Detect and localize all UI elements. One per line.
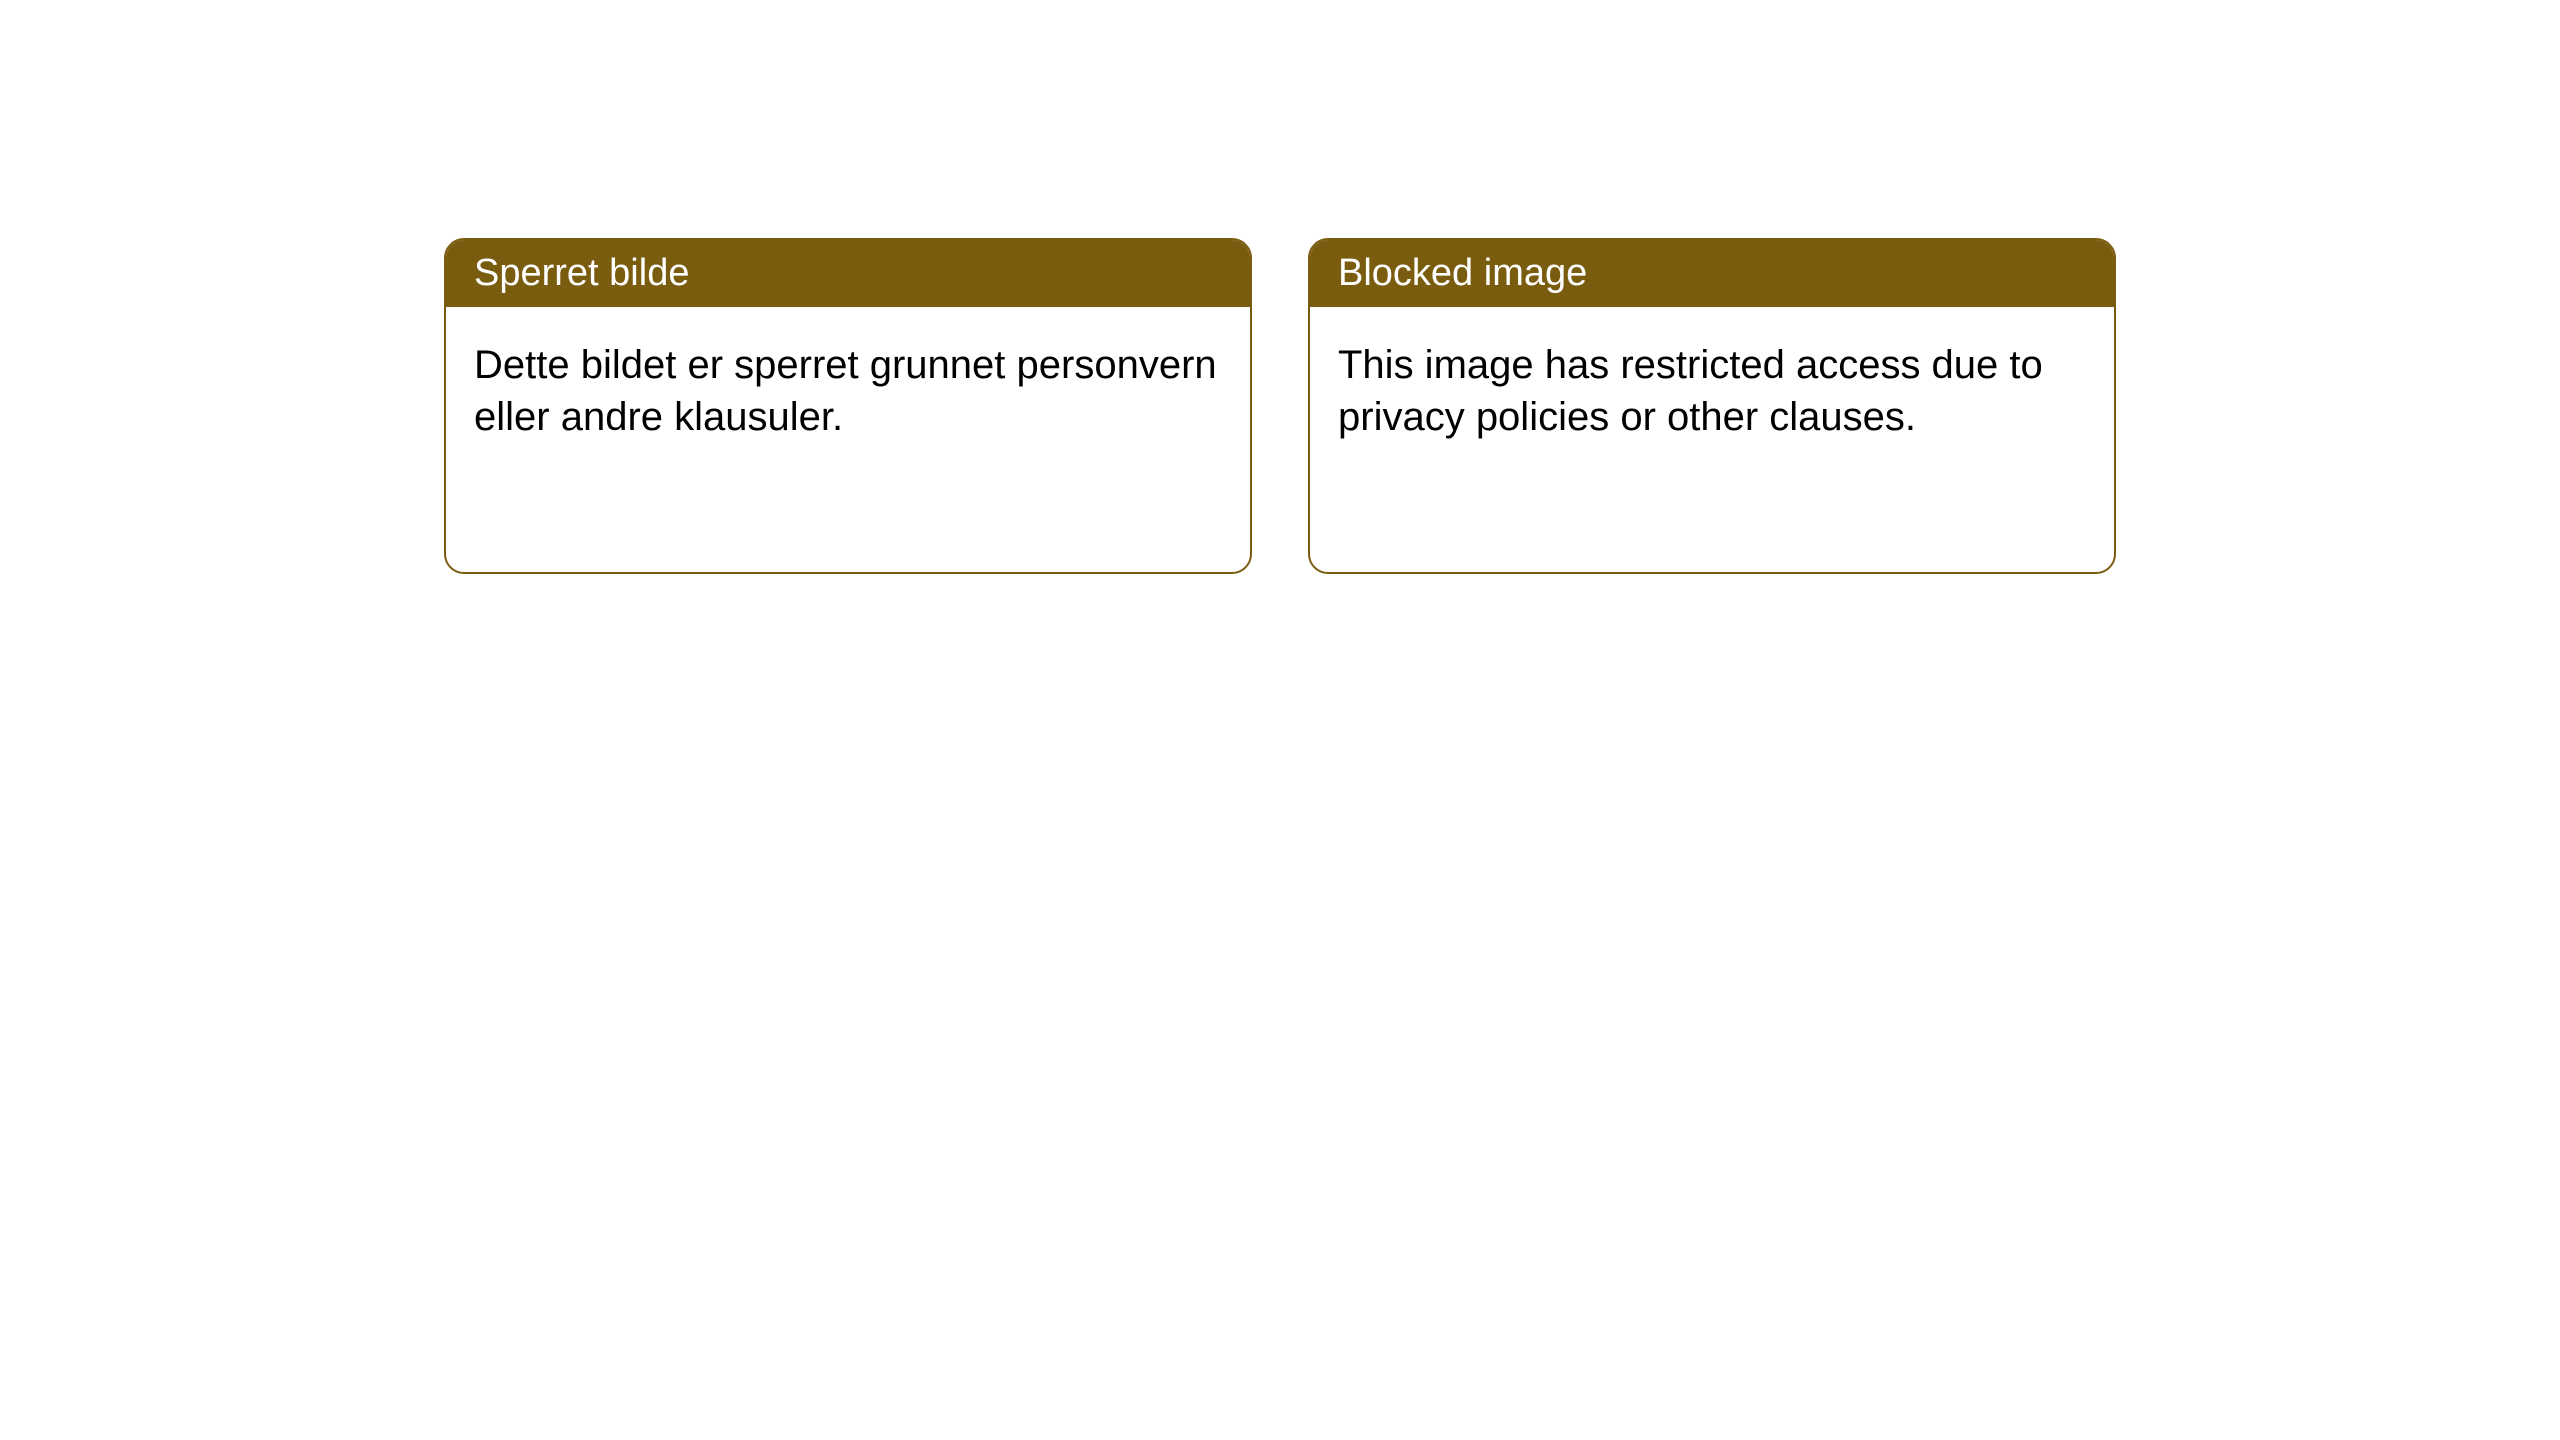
card-message: Dette bildet er sperret grunnet personve… bbox=[474, 343, 1217, 439]
card-header: Blocked image bbox=[1310, 240, 2114, 307]
card-body: Dette bildet er sperret grunnet personve… bbox=[446, 307, 1250, 475]
card-message: This image has restricted access due to … bbox=[1338, 343, 2043, 439]
card-body: This image has restricted access due to … bbox=[1310, 307, 2114, 475]
notice-card-english: Blocked image This image has restricted … bbox=[1308, 238, 2116, 574]
card-header: Sperret bilde bbox=[446, 240, 1250, 307]
notice-card-norwegian: Sperret bilde Dette bildet er sperret gr… bbox=[444, 238, 1252, 574]
card-title: Blocked image bbox=[1338, 252, 1587, 294]
card-title: Sperret bilde bbox=[474, 252, 689, 294]
notice-cards-container: Sperret bilde Dette bildet er sperret gr… bbox=[0, 0, 2560, 574]
